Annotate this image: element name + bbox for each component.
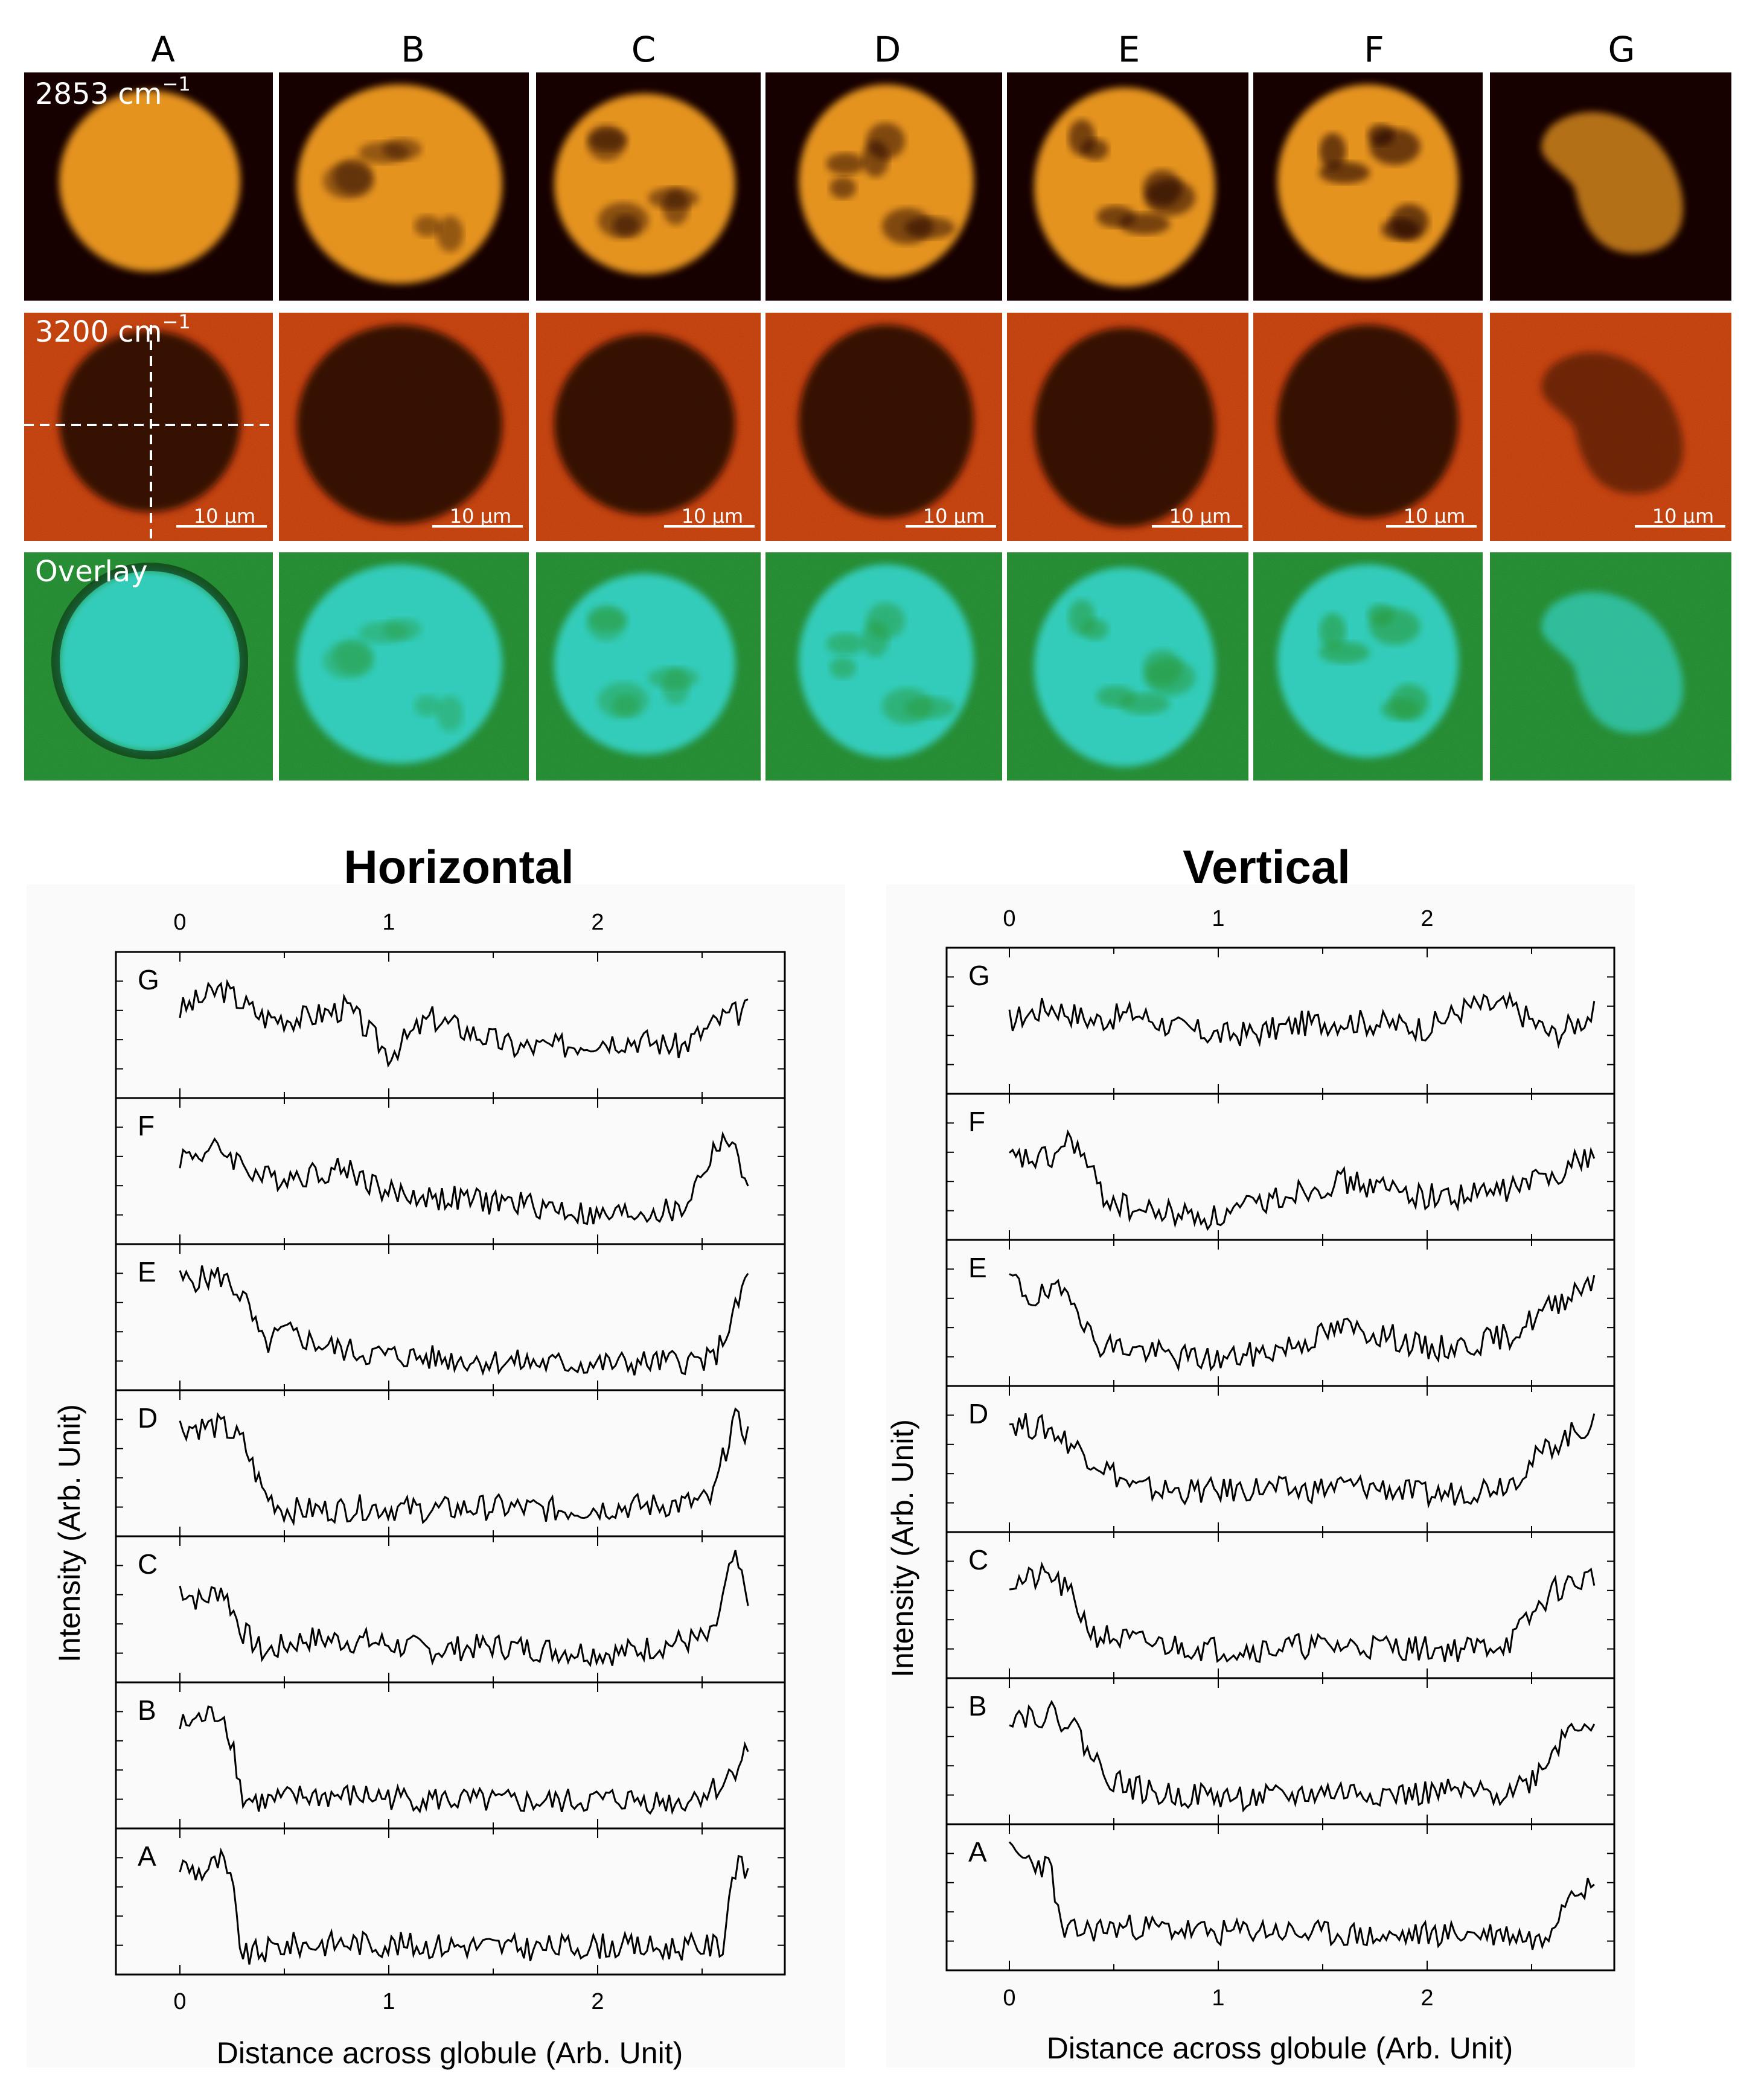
subplot-label-g: G [138, 964, 159, 995]
trace-d [1009, 1413, 1596, 1509]
ch-image-g [1490, 72, 1731, 301]
vertical-xlabel: Distance across globule (Arb. Unit) [1047, 2031, 1513, 2065]
row-label-3200: 3200 cm−1 [35, 310, 191, 349]
subplot-label-f: F [968, 1106, 985, 1137]
column-label-g: G [1608, 29, 1635, 70]
overlay-image-a [24, 552, 273, 781]
vertical-profile-panel: Vertical Intensity (Arb. Unit) Distance … [886, 840, 1635, 2067]
row-label-overlay: Overlay [35, 555, 148, 589]
trace-g [1008, 991, 1596, 1049]
x-tick-top-2: 2 [1420, 906, 1433, 931]
subplot-label-a: A [968, 1836, 987, 1868]
oh-image-g: 10 μm [1490, 313, 1731, 541]
scale-bar-label: 10 μm [682, 505, 743, 528]
subplot-label-d: D [968, 1398, 988, 1429]
subplot-label-b: B [138, 1694, 156, 1726]
column-label-f: F [1364, 29, 1384, 70]
horizontal-ylabel: Intensity (Arb. Unit) [53, 1404, 86, 1662]
subplot-a: A [115, 1827, 786, 1976]
x-tick-top-2: 2 [591, 910, 604, 935]
x-tick-bottom-0: 0 [173, 1989, 186, 2014]
x-tick-bottom-1: 1 [1212, 1985, 1224, 2011]
trace-a [1008, 1841, 1595, 1950]
scale-bar-label: 10 μm [1652, 505, 1714, 528]
scale-bar-label: 10 μm [1169, 505, 1231, 528]
ch-image-d [765, 72, 1002, 301]
oh-image-a: 10 μm [24, 313, 273, 541]
trace-b [1009, 1699, 1596, 1813]
column-label-b: B [401, 29, 425, 70]
trace-g [179, 979, 749, 1068]
horizontal-xlabel: Distance across globule (Arb. Unit) [217, 2036, 683, 2070]
row-3200-images: 10 μm 10 μm 10 μm 10 μm 10 μm 10 μm 10 μm [24, 313, 1731, 541]
trace-a [179, 1847, 749, 1965]
x-tick-bottom-0: 0 [1003, 1985, 1015, 2011]
ch-image-e [1007, 72, 1248, 301]
horizontal-title: Horizontal [344, 840, 574, 893]
subplot-a: A [945, 1823, 1615, 1972]
vertical-ylabel: Intensity (Arb. Unit) [886, 1419, 919, 1678]
subplot-label-c: C [138, 1548, 158, 1580]
overlay-image-c [536, 552, 761, 781]
x-tick-top-1: 1 [382, 910, 395, 935]
oh-image-c: 10 μm [536, 313, 761, 541]
row-2853-images [24, 72, 1731, 301]
subplot-e: E [115, 1243, 786, 1391]
trace-b [179, 1705, 749, 1815]
column-label-d: D [874, 29, 901, 70]
scale-bar-label: 10 μm [450, 505, 511, 528]
x-tick-bottom-2: 2 [1420, 1985, 1433, 2011]
trace-e [1009, 1273, 1596, 1372]
column-label-c: C [631, 29, 656, 70]
overlay-image-d [765, 552, 1002, 781]
subplot-label-d: D [138, 1402, 158, 1434]
trace-e [179, 1265, 749, 1376]
subplot-label-c: C [968, 1544, 988, 1576]
scale-bar-label: 10 μm [923, 505, 985, 528]
subplot-d: D [115, 1389, 786, 1537]
subplot-d: D [945, 1385, 1615, 1533]
oh-image-e: 10 μm [1007, 313, 1248, 541]
column-label-e: E [1118, 29, 1140, 70]
subplot-label-f: F [138, 1110, 155, 1141]
subplot-label-a: A [138, 1841, 156, 1872]
x-tick-bottom-2: 2 [591, 1989, 604, 2014]
subplot-label-g: G [968, 960, 990, 991]
oh-image-b: 10 μm [279, 313, 529, 541]
ch-image-a [24, 72, 273, 301]
row-label-2853: 2853 cm−1 [35, 72, 191, 111]
trace-f [1008, 1129, 1596, 1231]
ch-image-f [1253, 72, 1483, 301]
x-tick-bottom-1: 1 [382, 1989, 395, 2014]
x-tick-top-0: 0 [1003, 906, 1015, 931]
overlay-image-b [279, 552, 529, 781]
trace-f [179, 1131, 749, 1225]
row-overlay-images [24, 552, 1731, 781]
vertical-title: Vertical [1183, 840, 1350, 893]
scale-bar-label: 10 μm [1404, 505, 1465, 528]
subplot-label-b: B [968, 1690, 987, 1722]
trace-d [179, 1407, 749, 1527]
subplot-label-e: E [138, 1256, 156, 1288]
x-tick-top-1: 1 [1212, 906, 1224, 931]
trace-c [179, 1550, 749, 1667]
oh-image-d: 10 μm [765, 313, 1002, 541]
trace-c [1009, 1561, 1596, 1664]
overlay-image-g [1490, 552, 1731, 781]
horizontal-profile-panel: Horizontal Intensity (Arb. Unit) Distanc… [27, 840, 845, 2070]
ch-image-c [536, 72, 761, 301]
overlay-image-e [1007, 552, 1248, 781]
subplot-label-e: E [968, 1252, 987, 1283]
subplot-b: B [945, 1677, 1615, 1825]
ch-image-b [279, 72, 529, 301]
x-tick-top-0: 0 [173, 910, 186, 935]
column-label-a: A [151, 29, 175, 70]
scale-bar-label: 10 μm [194, 505, 255, 528]
oh-image-f: 10 μm [1253, 313, 1483, 541]
overlay-image-f [1253, 552, 1483, 781]
